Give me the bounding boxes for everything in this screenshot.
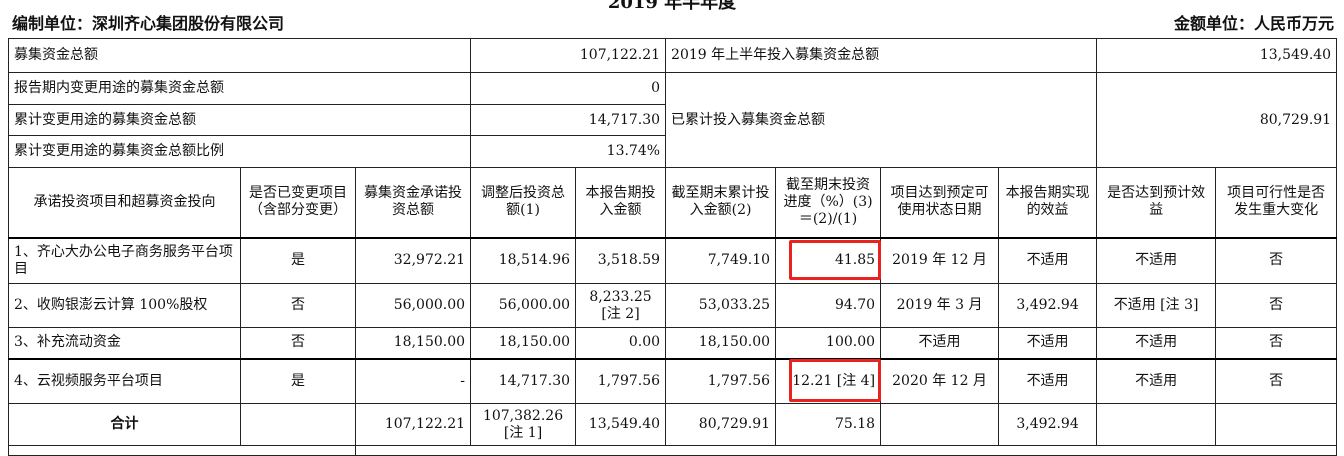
cum-invested-value: 80,729.91 [1096,72,1338,168]
table-cell: 2019 年 3 月 [880,283,1000,328]
h1-invested-label: 2019 年上半年投入募集资金总额 [665,38,1098,73]
currency-unit: 金额单位：人民币万元 [1173,14,1334,33]
table-cell: 4、云视频服务平台项目 [8,357,241,404]
table-cell: 3,492.94 [998,403,1098,446]
table-cell: 不适用 [1096,357,1217,404]
table-cell: 18,514.96 [470,236,577,284]
table-cell: 是 [240,357,356,404]
total-row: 合计 107,122.21 107,382.26 [注 1] 13,549.40 80,… [8,403,1338,446]
changed-period-value: 0 [470,72,667,105]
total-raised-label: 募集资金总额 [7,38,472,73]
table-cell: 56,000.00 [354,283,472,328]
table-cell [880,403,1000,446]
table-cell: 否 [1215,283,1338,328]
table-cell: 不适用 [998,236,1098,284]
table-cell: 53,033.25 [665,283,777,328]
table-cell: 94.70 [775,283,882,328]
table-cell: 0.00 [575,327,667,359]
compiling-unit: 编制单位：深圳齐心集团股份有限公司 [12,14,285,33]
table-cell: 3,492.94 [998,283,1098,328]
table-cell: 2、收购银澎云计算 100%股权 [8,283,241,328]
cum-invested-label: 已累计投入募集资金总额 [665,72,1098,168]
header-cell: 截至期末投资进度（%）(3)＝(2)/(1) [775,167,882,238]
table-cell: 41.85 [775,236,882,284]
table-cell [1096,403,1217,446]
table-cell: 107,382.26 [注 1] [470,403,577,446]
table-row: 1、齐心大办公电子商务服务平台项目是 32,972.21 18,514.96 3,51… [8,236,1338,284]
highlight-box-progress-4 [789,359,881,402]
table-cell: 否 [240,327,356,359]
changed-ratio-value: 13.74% [470,135,667,168]
header-cell: 募集资金承诺投资总额 [354,167,472,238]
table-cell: 不适用 [998,327,1098,359]
table-cell: 12.21 [注 4] [775,357,882,404]
table-cell: 不适用 [注 3] [1096,283,1217,328]
table-cell: 不适用 [998,357,1098,404]
table-cell: 7,749.10 [665,236,777,284]
empty-cell [8,445,356,456]
h1-invested-value: 13,549.40 [1096,38,1338,73]
total-raised-value: 107,122.21 [470,38,667,73]
table-cell: 18,150.00 [665,327,777,359]
table-cell: 否 [1215,236,1338,284]
highlight-box-progress-1 [789,240,881,280]
table-cell: 3、补充流动资金 [8,327,241,359]
table-row: 2、收购银澎云计算 100%股权否 56,000.00 56,000.00 8,233… [8,283,1338,328]
table-cell: 80,729.91 [665,403,777,446]
table-cell: 75.18 [775,403,882,446]
header-cell: 本报告期实现的效益 [998,167,1098,238]
table-cell: 14,717.30 [470,357,577,404]
header-row: 承诺投资项目和超募资金投向 是否已变更项目（含部分变更） 募集资金承诺投资总额 … [8,167,1338,238]
report-title: 2019 年半年度 [607,0,737,13]
table-cell: 不适用 [1096,327,1217,359]
header-cell: 承诺投资项目和超募资金投向 [8,167,241,238]
header-cell: 调整后投资总额(1) [470,167,577,238]
table-cell: 1、齐心大办公电子商务服务平台项目 [8,236,241,284]
header-cell: 是否达到预计效益 [1096,167,1217,238]
header-cell: 项目可行性是否发生重大变化 [1215,167,1338,238]
table-cell: 不适用 [880,327,1000,359]
empty-cell [354,445,1338,456]
header-cell: 本报告期投入金额 [575,167,667,238]
header-cell: 截至期末累计投入金额(2) [665,167,777,238]
table-cell: 否 [1215,357,1338,404]
table-cell: 8,233.25 [注 2] [575,283,667,328]
table-cell: 2020 年 12 月 [880,357,1000,404]
table-cell: 1,797.56 [665,357,777,404]
header-cell: 是否已变更项目（含部分变更） [240,167,356,238]
table-row: 3、补充流动资金否 18,150.00 18,150.00 0.00 18,150.00… [8,327,1338,359]
changed-cum-value: 14,717.30 [470,104,667,136]
table-cell: 是 [240,236,356,284]
table-cell [1215,403,1338,446]
table-cell: - [354,357,472,404]
table-cell: 不适用 [1096,236,1217,284]
table-cell: 3,518.59 [575,236,667,284]
header-cell: 项目达到预定可使用状态日期 [880,167,1000,238]
table-cell: 13,549.40 [575,403,667,446]
table-cell: 100.00 [775,327,882,359]
table-cell: 32,972.21 [354,236,472,284]
table-cell: 1,797.56 [575,357,667,404]
table-cell: 否 [240,283,356,328]
table-cell: 合计 [8,403,241,446]
changed-ratio-label: 累计变更用途的募集资金总额比例 [7,135,472,168]
table-cell [240,403,356,446]
table-cell: 2019 年 12 月 [880,236,1000,284]
table-cell: 否 [1215,327,1338,359]
fund-usage-table: 募集资金总额 107,122.21 2019 年上半年投入募集资金总额 13,5… [7,38,1338,456]
table-cell: 56,000.00 [470,283,577,328]
changed-period-label: 报告期内变更用途的募集资金总额 [7,72,472,105]
table-cell: 18,150.00 [470,327,577,359]
table-cell: 107,122.21 [354,403,472,446]
table-row: 4、云视频服务平台项目是 -14,717.30 1,797.56 1,797.56 12… [8,357,1338,404]
changed-cum-label: 累计变更用途的募集资金总额 [7,104,472,136]
table-cell: 18,150.00 [354,327,472,359]
